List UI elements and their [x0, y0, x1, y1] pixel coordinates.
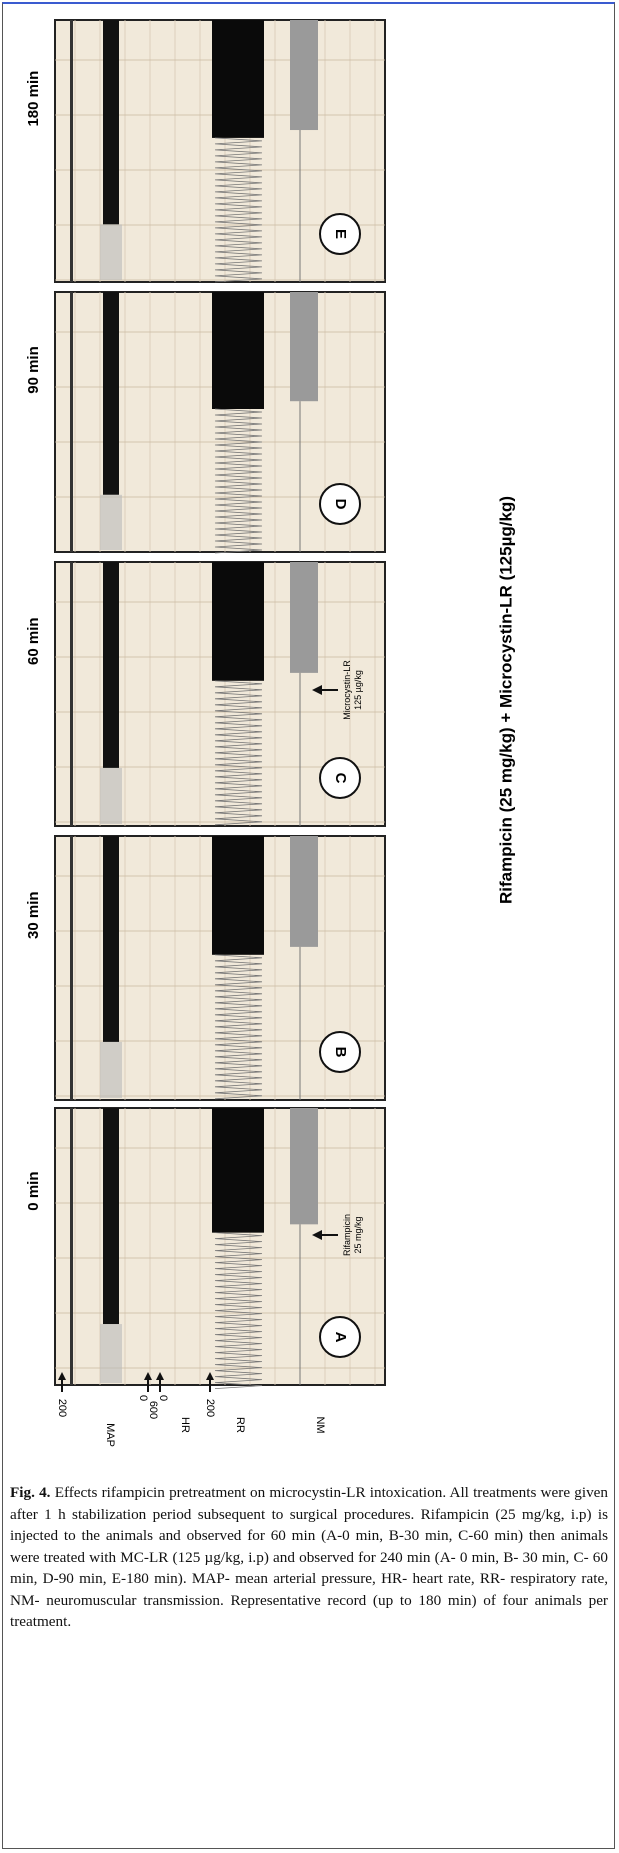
axis-label: 200: [56, 1399, 68, 1417]
panel-time: 90 min: [25, 346, 42, 394]
rr-trace: [212, 292, 264, 409]
panel: D 90 min: [25, 292, 385, 553]
axis-label: MAP: [104, 1423, 116, 1447]
hr-trace: [70, 292, 73, 552]
caption: Fig. 4. Effects rifampicin pretreatment …: [10, 1482, 608, 1633]
hr-trace: [70, 1108, 73, 1385]
panel: B 30 min: [25, 836, 385, 1100]
rr-trace: [212, 562, 264, 681]
panel-time: 60 min: [25, 617, 42, 665]
map-trace: [100, 224, 122, 280]
rr-trace: [212, 1108, 264, 1233]
axis-label: NM: [314, 1416, 326, 1433]
hr-trace: [70, 836, 73, 1100]
panel: A 0 min: [25, 1108, 385, 1389]
nm-trace: [290, 562, 318, 673]
map-trace: [100, 495, 122, 550]
panel-time: 180 min: [25, 71, 42, 127]
map-trace: [103, 1108, 119, 1324]
nm-trace: [290, 1108, 318, 1224]
map-trace: [100, 768, 122, 824]
axis-label: 600: [147, 1401, 159, 1419]
map-trace: [100, 1324, 122, 1383]
axis-label: 0: [157, 1395, 169, 1401]
caption-label: Fig. 4.: [10, 1484, 50, 1501]
caption-text: Effects rifampicin pretreatment on micro…: [10, 1484, 608, 1630]
panel: C 60 min: [25, 562, 385, 826]
annotation: 25 mg/kg: [353, 1216, 363, 1253]
panel-letter: C: [332, 773, 349, 784]
figure: E 180 min D 90 min C 60 min B 30 min A 0 min Micro…: [0, 0, 619, 1475]
panel-letter: E: [332, 229, 349, 239]
panel-time: 30 min: [25, 891, 42, 939]
annotation: 125 µg/kg: [353, 670, 363, 710]
panel-time: 0 min: [25, 1172, 42, 1211]
hr-trace: [70, 20, 73, 282]
map-trace: [103, 836, 119, 1042]
axis-label: 200: [204, 1399, 216, 1417]
rr-trace: [212, 836, 264, 955]
nm-trace: [290, 20, 318, 130]
map-trace: [103, 562, 119, 768]
panel: E 180 min: [25, 20, 385, 282]
panel-letter: B: [332, 1047, 349, 1058]
panel-letter: D: [332, 499, 349, 510]
nm-trace: [290, 836, 318, 947]
map-trace: [100, 1042, 122, 1098]
annotation: Rifampicin: [342, 1214, 352, 1256]
annotation: Microcystin-LR: [342, 660, 352, 720]
map-trace: [103, 20, 119, 224]
nm-trace: [290, 292, 318, 401]
axis-label: HR: [179, 1417, 191, 1433]
axis-label: RR: [234, 1417, 246, 1433]
panel-letter: A: [332, 1332, 349, 1343]
side-title: Rifampicin (25 mg/kg) + Microcystin-LR (…: [496, 496, 515, 904]
hr-trace: [70, 562, 73, 826]
rr-trace: [212, 20, 264, 138]
map-trace: [103, 292, 119, 495]
